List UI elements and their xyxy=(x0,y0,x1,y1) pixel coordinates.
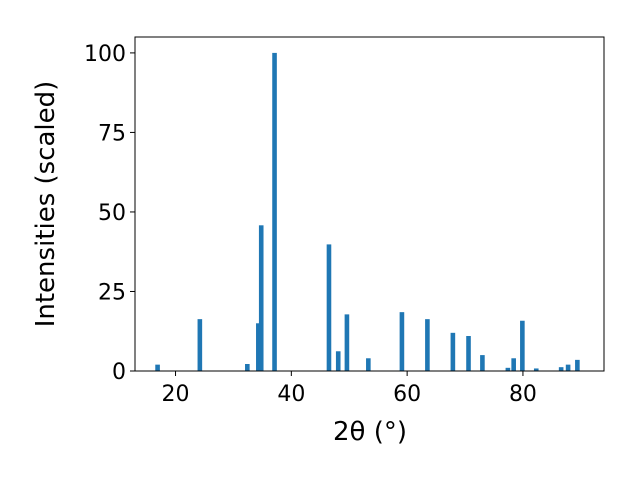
bar-9 xyxy=(366,358,371,371)
bar-15 xyxy=(505,367,511,371)
bar-17 xyxy=(520,320,525,371)
bar-4 xyxy=(258,225,264,371)
x-tick-label: 80 xyxy=(509,382,537,407)
bar-19 xyxy=(558,367,564,371)
bar-6 xyxy=(326,244,332,371)
bar-7 xyxy=(335,351,341,371)
bar-11 xyxy=(425,319,430,371)
bar-18 xyxy=(533,368,539,371)
x-tick-label: 20 xyxy=(162,382,190,407)
bar-8 xyxy=(344,314,350,371)
plot-frame xyxy=(134,36,605,372)
x-tick-label: 40 xyxy=(277,382,305,407)
bar-16 xyxy=(511,358,516,371)
bar-13 xyxy=(466,336,471,371)
bars-layer xyxy=(155,52,580,372)
bar-1 xyxy=(197,319,203,371)
bar-12 xyxy=(450,332,456,371)
y-axis-label: Intensities (scaled) xyxy=(31,81,61,328)
y-tick-label: 25 xyxy=(98,280,126,305)
x-axis-label: 2θ (°) xyxy=(333,417,407,447)
y-tick-label: 0 xyxy=(112,360,126,385)
bar-21 xyxy=(575,359,580,371)
bar-14 xyxy=(480,355,485,371)
bar-0 xyxy=(155,364,160,371)
y-tick-label: 75 xyxy=(98,121,126,146)
ticks-layer: 20 40 60 80 0 25 50 75 100 xyxy=(84,42,537,407)
bar-10 xyxy=(399,312,405,371)
y-tick-label: 50 xyxy=(98,201,126,226)
bar-20 xyxy=(565,364,571,371)
bar-5 xyxy=(272,52,277,372)
bar-2 xyxy=(245,364,250,371)
x-tick-label: 60 xyxy=(393,382,421,407)
bar-3 xyxy=(256,323,261,371)
y-tick-label: 100 xyxy=(84,42,126,67)
